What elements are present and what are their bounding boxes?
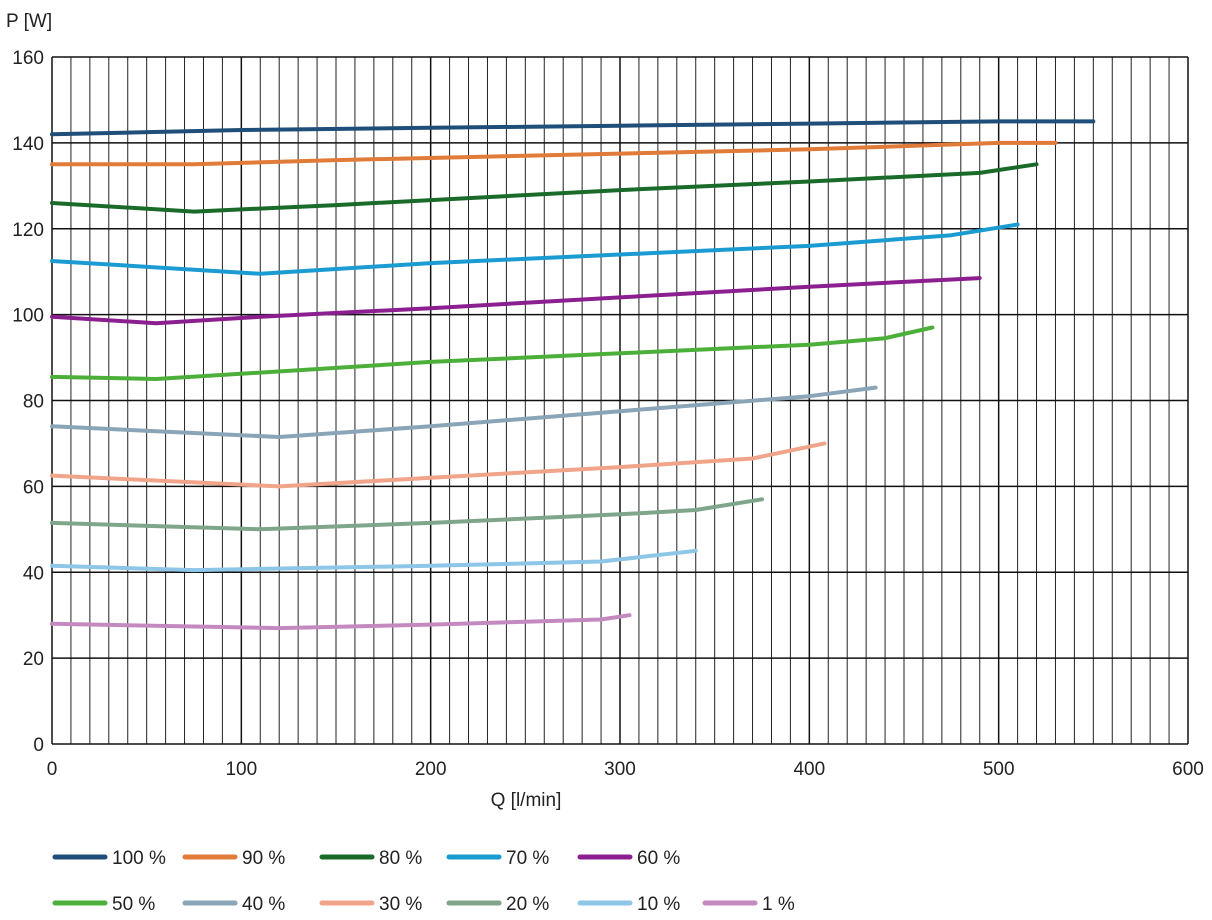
legend-label: 30 %	[379, 894, 422, 915]
series-line-50-percent	[50, 325, 935, 381]
x-tick-label: 400	[793, 759, 825, 780]
legend: 100 % 90 % 80 % 70 % 60 % 50 % 40 % 30 % 20 % 10 …	[52, 848, 795, 915]
legend-label: 100 %	[112, 848, 166, 869]
y-tick-label: 20	[23, 649, 44, 670]
series-line-80-percent	[50, 162, 1039, 214]
legend-item: 10 %	[577, 894, 680, 915]
legend-item: 30 %	[319, 894, 422, 915]
series-line-90-percent	[50, 140, 1058, 167]
legend-item: 20 %	[446, 894, 549, 915]
legend-item: 60 %	[577, 848, 680, 869]
legend-item: 50 %	[52, 894, 155, 915]
legend-label: 1 %	[762, 894, 795, 915]
legend-item: 80 %	[319, 848, 422, 869]
series-line-1-percent	[50, 613, 632, 631]
y-axis-label: P [W]	[6, 11, 52, 32]
y-tick-label: 100	[12, 306, 44, 327]
legend-item: 100 %	[52, 848, 166, 869]
legend-label: 70 %	[506, 848, 549, 869]
series-line-10-percent	[50, 548, 698, 573]
y-tick-label: 80	[23, 392, 44, 413]
series-line-40-percent	[50, 385, 878, 439]
legend-item: 1 %	[702, 894, 795, 915]
series-line-20-percent	[50, 497, 764, 532]
series-lines	[50, 119, 1096, 631]
legend-item: 70 %	[446, 848, 549, 869]
legend-label: 60 %	[637, 848, 680, 869]
series-line-60-percent	[50, 276, 982, 326]
series-line-70-percent	[50, 222, 1020, 276]
legend-item: 40 %	[182, 894, 285, 915]
x-tick-label: 0	[47, 759, 58, 780]
y-tick-label: 120	[12, 220, 44, 241]
legend-label: 20 %	[506, 894, 549, 915]
legend-label: 50 %	[112, 894, 155, 915]
y-tick-label: 60	[23, 477, 44, 498]
legend-label: 90 %	[242, 848, 285, 869]
x-tick-label: 300	[604, 759, 636, 780]
legend-label: 10 %	[637, 894, 680, 915]
x-tick-label: 600	[1172, 759, 1204, 780]
x-tick-label: 100	[225, 759, 257, 780]
x-tick-label: 500	[983, 759, 1015, 780]
series-line-30-percent	[50, 441, 827, 489]
y-tick-label: 40	[23, 563, 44, 584]
legend-label: 80 %	[379, 848, 422, 869]
x-tick-label: 200	[415, 759, 447, 780]
y-tick-label: 0	[33, 735, 44, 756]
series-line-100-percent	[50, 119, 1096, 137]
y-tick-label: 160	[12, 48, 44, 69]
tick-labels: 0 100 200 300 400 500 600 0 20 40 60 80 100 120 140 160	[12, 48, 1204, 780]
legend-label: 40 %	[242, 894, 285, 915]
y-tick-label: 140	[12, 134, 44, 155]
legend-item: 90 %	[182, 848, 285, 869]
x-axis-label: Q [l/min]	[491, 790, 562, 811]
